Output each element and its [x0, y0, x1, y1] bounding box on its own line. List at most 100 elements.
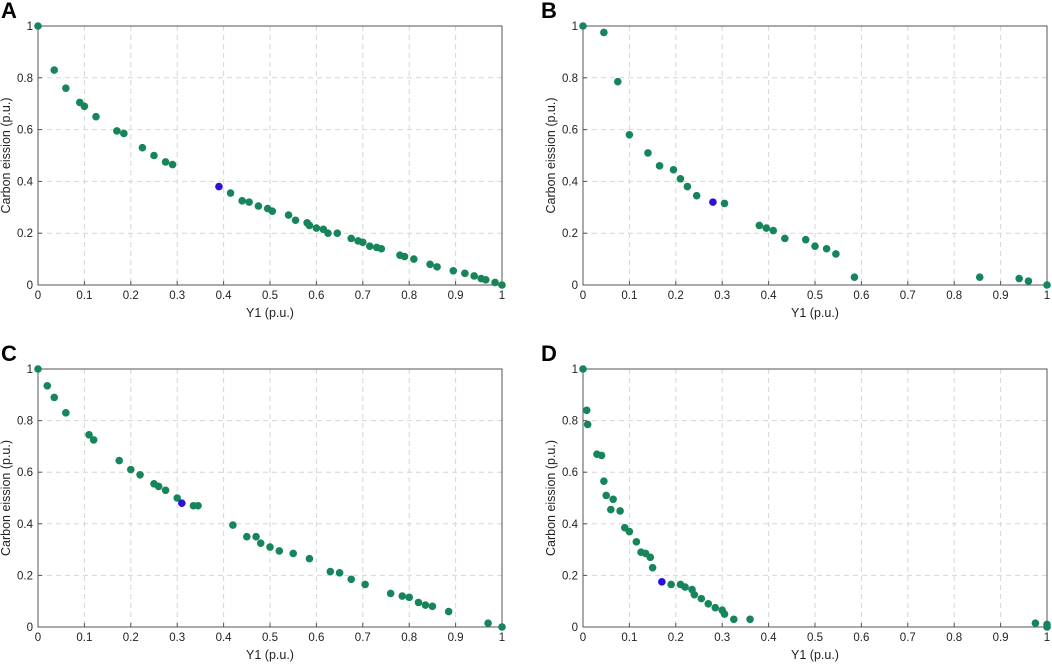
panel-a-pareto-point — [498, 281, 506, 289]
panel-c-pareto-point — [289, 549, 298, 558]
panel-c-pareto-point — [127, 465, 135, 474]
panel-b-pareto-point — [614, 77, 622, 86]
panel-c-xtick-label: 0.6 — [308, 632, 324, 644]
panel-b-pareto-point — [769, 226, 778, 235]
panel-a-ytick-label: 1 — [27, 21, 33, 33]
panel-a-xtick-label: 0.3 — [169, 290, 185, 302]
panel-a-ytick-label: 0.6 — [17, 125, 33, 137]
panel-b-xtick-label: 0.3 — [714, 290, 730, 302]
panel-a-pareto-point — [168, 160, 177, 169]
panel-a-xtick-label: 0.5 — [262, 290, 278, 302]
panel-c-pareto-point — [428, 602, 437, 611]
panel-a-pareto-point — [226, 189, 235, 197]
panel-c-pareto-point — [173, 494, 181, 502]
panel-c-pareto-point — [498, 623, 506, 631]
panel-a-pareto-point — [245, 198, 253, 206]
panel-c-pareto-point — [50, 393, 59, 402]
panel-a-pareto-point — [305, 221, 314, 230]
panel-b-ytick-label: 0.6 — [562, 125, 578, 137]
panel-d-pareto-point — [720, 610, 729, 618]
panel-d-selected-point — [658, 578, 666, 586]
panel-c-pareto-point — [398, 592, 407, 600]
panel-a-pareto-point — [312, 224, 321, 232]
panel-a-ytick-label: 0.2 — [17, 228, 33, 240]
panel-d-pareto-point — [625, 527, 634, 536]
panel-c-pareto-point — [43, 381, 52, 390]
panel-a-pareto-point — [377, 244, 386, 253]
panel-c-pareto-point — [305, 554, 314, 563]
panel-d-xtick-label: 0.7 — [900, 632, 916, 644]
panel-a-pareto-point — [113, 127, 121, 135]
panel-a-pareto-point — [62, 84, 70, 92]
panel-b-pareto-point — [811, 242, 819, 250]
panel-a-pareto-point — [284, 211, 293, 219]
panel-b-pareto-point — [755, 221, 764, 230]
panel-a-pareto-point — [400, 252, 409, 261]
panel-a-pareto-point — [410, 255, 418, 263]
panel-c-pareto-point — [229, 521, 237, 529]
panel-a-pareto-point — [34, 22, 42, 30]
panel-b-xtick-label: 0.2 — [668, 290, 684, 302]
panel-c-pareto-point — [115, 456, 123, 465]
panel-b-pareto-point — [762, 224, 771, 232]
panel-d-ytick-label: 0 — [572, 622, 578, 634]
panel-d-pareto-point — [711, 603, 720, 612]
panel-a-ytick-label: 0.8 — [17, 73, 33, 85]
panel-c-pareto-point — [34, 365, 42, 373]
panel-d-xlabel: Y1 (p.u.) — [791, 648, 839, 662]
panel-a-pareto-point — [491, 278, 499, 287]
panel-b-xtick-label: 0.6 — [853, 290, 869, 302]
panel-d-pareto-point — [582, 406, 591, 415]
panel-b-pareto-point — [676, 175, 685, 183]
panel-a-pareto-point — [161, 158, 170, 166]
panel-d-ytick-label: 0.4 — [562, 519, 579, 531]
panel-c-pareto-point — [405, 593, 414, 602]
panel-b-pareto-point — [720, 199, 729, 208]
panel-b-pareto-point — [801, 235, 810, 244]
panel-b-pareto-point — [1043, 281, 1051, 289]
panel-c-pareto-point — [484, 619, 492, 627]
panel-b-xtick-label: 0.1 — [621, 290, 637, 302]
panel-b-pareto-point — [625, 130, 634, 139]
panel-c-xtick-label: 0.3 — [169, 632, 185, 644]
panel-a-xtick-label: 0.1 — [76, 290, 92, 302]
panel-b-ytick-label: 0.8 — [562, 73, 578, 85]
panel-a-xtick-label: 0.7 — [355, 290, 371, 302]
panel-c-pareto-point — [266, 543, 274, 551]
panel-d-xtick-label: 0.3 — [714, 632, 730, 644]
panel-b-pareto-point — [655, 162, 664, 170]
panel-c-pareto-point — [326, 567, 335, 576]
panel-d-pareto-point — [607, 505, 615, 514]
panel-b-pareto-point — [1015, 274, 1023, 283]
panel-c-xtick-label: 1 — [499, 632, 505, 644]
panel-d-pareto-point — [697, 594, 706, 603]
panel-c-pareto-point — [194, 501, 202, 510]
panel-c-pareto-point — [89, 436, 98, 444]
panel-a-pareto-point — [433, 263, 441, 271]
panel-b-pareto-point — [600, 28, 608, 37]
panel-c-pareto-point — [256, 539, 265, 547]
panel-d-pareto-point — [583, 420, 592, 429]
panel-c-pareto-point — [62, 409, 70, 417]
panel-c-pareto-point — [347, 575, 356, 584]
panel-a-ytick-label: 0.4 — [17, 176, 34, 188]
panel-b-xtick-label: 1 — [1044, 290, 1050, 302]
panel-b-pareto-point — [822, 244, 831, 253]
panel-c-pareto-point — [444, 607, 453, 616]
panel-b-ytick-label: 0.2 — [562, 228, 578, 240]
panel-c-label: C — [1, 341, 17, 366]
panel-b-pareto-point — [781, 234, 789, 243]
panel-c-ytick-label: 0 — [27, 622, 33, 634]
panel-c-xtick-label: 0.5 — [262, 632, 278, 644]
panel-c-xlabel: Y1 (p.u.) — [246, 648, 294, 662]
panel-b-pareto-point — [669, 165, 678, 174]
panel-d-ytick-label: 1 — [572, 364, 578, 376]
panel-d-xtick-label: 0.2 — [668, 632, 684, 644]
panel-c-ylabel: Carbon eission (p.u.) — [0, 440, 13, 556]
panel-b-xtick-label: 0.5 — [807, 290, 823, 302]
panel-b-pareto-point — [1024, 277, 1033, 285]
panel-d-pareto-point — [690, 590, 699, 599]
panel-b-selected-point — [709, 198, 717, 206]
panel-d-xtick-label: 0.9 — [993, 632, 1009, 644]
panel-d-xtick-label: 1 — [1044, 632, 1050, 644]
